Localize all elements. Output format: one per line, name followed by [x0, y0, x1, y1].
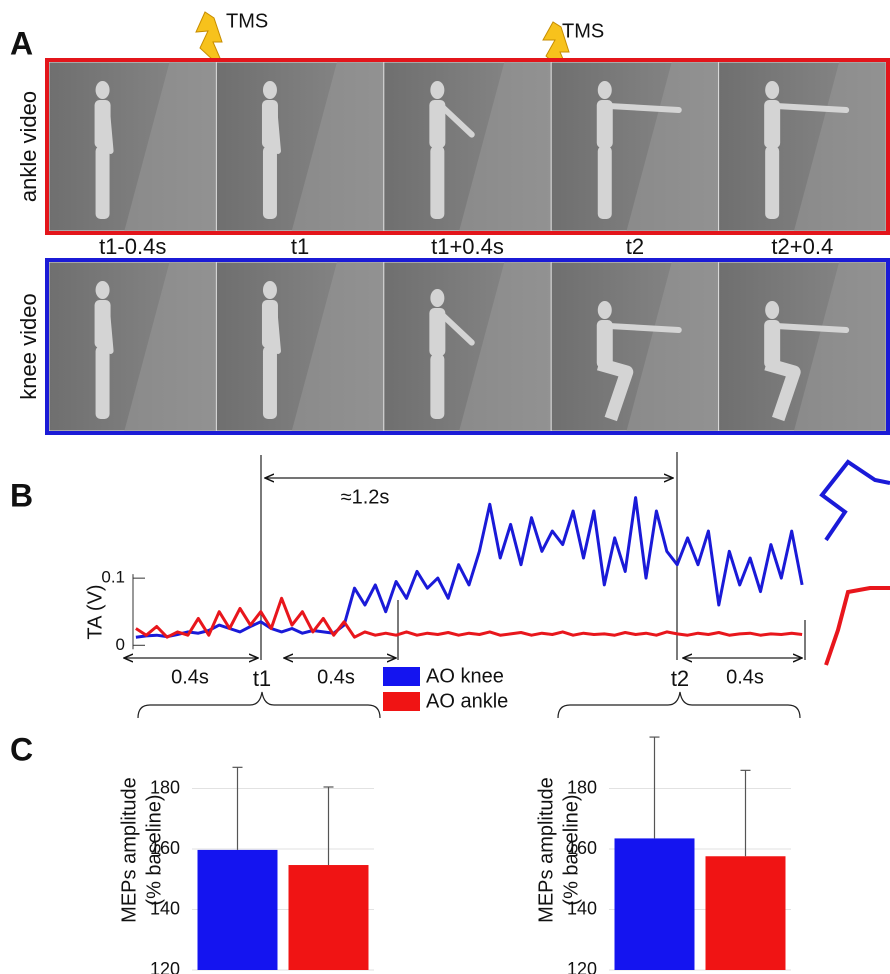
person: [764, 320, 781, 368]
frame-time: t1+0.4s: [431, 234, 504, 259]
frame-wall: [291, 262, 384, 431]
y-tick-label: 0.1: [101, 568, 125, 587]
panel-letter: B: [10, 477, 33, 513]
person: [262, 146, 277, 219]
y-axis-label: TA (V): [84, 584, 106, 639]
frame-time: t1: [291, 234, 309, 259]
y-tick-label: 180: [567, 777, 597, 797]
y-tick-label: 160: [567, 838, 597, 858]
person: [429, 308, 446, 356]
bar: [614, 838, 695, 970]
data-line: [135, 496, 804, 639]
y-tick-label: 140: [567, 898, 597, 918]
category-label: t2: [671, 666, 689, 691]
person: [597, 301, 612, 319]
brace: [557, 691, 801, 719]
person: [95, 81, 110, 99]
bar: [705, 856, 786, 970]
y-tick-label: 120: [150, 959, 180, 974]
person: [765, 81, 780, 99]
y-tick-label: 120: [567, 959, 597, 974]
tms-label: TMS: [562, 20, 604, 42]
y-tick-label: 160: [150, 838, 180, 858]
frame-wall: [124, 62, 217, 231]
person: [95, 281, 110, 299]
row-border: [45, 258, 890, 435]
person: [430, 146, 445, 219]
person: [596, 320, 613, 368]
person: [430, 289, 445, 307]
frame-wall: [626, 262, 719, 431]
annotation: 0.4s: [726, 666, 764, 688]
person: [438, 103, 475, 138]
y-axis-label: MEPs amplitude: [118, 777, 140, 923]
tms-label: TMS: [226, 10, 268, 32]
person: [95, 346, 110, 419]
panel-letter: A: [10, 25, 33, 61]
person: [596, 100, 613, 148]
frame-wall: [459, 262, 552, 431]
person: [430, 81, 445, 99]
frame-wall: [291, 62, 384, 231]
person: [270, 103, 281, 154]
panel-c: C: [10, 691, 801, 767]
person: [773, 103, 850, 113]
person: [605, 103, 682, 113]
frame-time: t2+0.4: [771, 234, 833, 259]
person: [597, 81, 612, 99]
person: [597, 146, 612, 219]
person: [438, 311, 475, 346]
data-line: [135, 596, 803, 639]
frame-wall: [124, 262, 217, 431]
person: [429, 100, 446, 148]
person: [605, 323, 682, 333]
stick-figure: [819, 459, 890, 542]
legend-swatch: [383, 667, 420, 686]
y-tick-label: 180: [150, 777, 180, 797]
row-label: ankle video: [16, 91, 41, 202]
y-tick-label: 140: [150, 898, 180, 918]
bar: [288, 865, 369, 970]
category-label: t1: [253, 666, 271, 691]
person: [262, 346, 277, 419]
frame-time: t1-0.4s: [99, 234, 166, 259]
row-border: [45, 58, 890, 235]
frame-wall: [793, 62, 886, 231]
person: [270, 303, 281, 354]
row-label: knee video: [16, 293, 41, 399]
bar: [197, 849, 278, 970]
person: [765, 301, 780, 319]
y-tick-label: 0: [116, 635, 125, 654]
person: [764, 357, 801, 422]
y-axis-label: (% baseline): [560, 794, 582, 905]
frame-time: t2: [626, 234, 644, 259]
frame-wall: [459, 62, 552, 231]
person: [103, 103, 114, 154]
stick-figure: [824, 586, 890, 666]
annotation: ≈1.2s: [341, 486, 390, 508]
person: [596, 357, 634, 422]
panel-letter: C: [10, 731, 33, 767]
legend-label: AO knee: [426, 665, 504, 687]
person: [95, 146, 110, 219]
person: [103, 303, 114, 354]
person: [764, 100, 781, 148]
annotation: 0.4s: [171, 666, 209, 688]
person: [773, 323, 850, 333]
panel-b: B ≈1.2s 0.4s 0.4s 0.4s TA (V): [10, 452, 890, 688]
legend-label: AO ankle: [426, 690, 508, 712]
y-axis-label: MEPs amplitude: [535, 777, 557, 923]
frame-wall: [793, 262, 886, 431]
y-axis-label: (% baseline): [143, 794, 165, 905]
legend-swatch: [383, 692, 420, 711]
annotation: 0.4s: [317, 666, 355, 688]
person: [430, 354, 445, 419]
person: [262, 81, 277, 99]
brace: [137, 691, 381, 719]
person: [262, 281, 277, 299]
person: [765, 146, 780, 219]
frame-wall: [626, 62, 719, 231]
